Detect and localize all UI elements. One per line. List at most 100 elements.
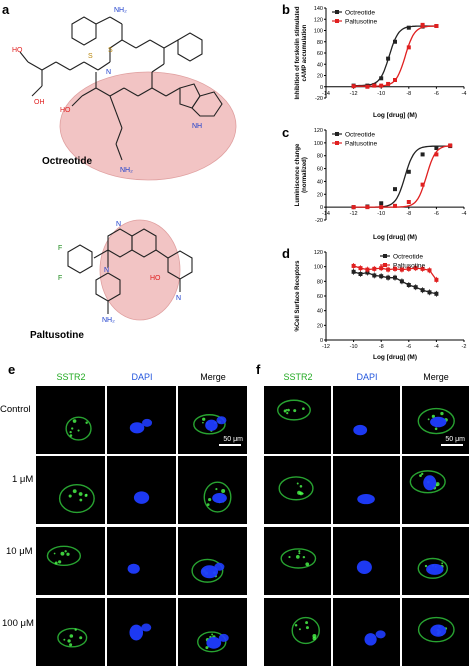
legend-marker <box>383 254 387 258</box>
cell-membrane <box>280 548 317 569</box>
nucleus <box>129 422 145 434</box>
sstr2-puncta <box>69 643 73 647</box>
nucleus <box>133 491 150 504</box>
legend-marker <box>335 19 339 23</box>
sstr2-puncta <box>79 498 83 502</box>
scale-bar-label: 50 μm <box>445 436 465 443</box>
paltusotine-atoms: N F F N NH₂ HO N <box>58 221 181 324</box>
svg-text:NH₂: NH₂ <box>120 167 133 174</box>
data-point <box>406 169 411 174</box>
micrograph-merge-row2 <box>402 456 469 524</box>
y-axis-label: cAMP accumulation <box>302 24 308 81</box>
data-point <box>358 272 363 276</box>
chart-b: -20 0 20 40 60 80 100 120 140 -14 -12 -10 -8 -6 -4 Log … <box>295 6 466 119</box>
sstr2-puncta <box>294 624 298 627</box>
y-tick-label: 80 <box>317 154 323 160</box>
sstr2-puncta <box>441 562 444 565</box>
cell-membrane <box>409 470 446 494</box>
x-tick-label: -10 <box>377 91 385 97</box>
nucleus <box>200 565 219 579</box>
data-point <box>393 39 397 44</box>
micrograph-dapi-row4 <box>107 598 176 666</box>
svg-text:S: S <box>88 53 93 60</box>
sstr2-puncta <box>298 550 301 553</box>
sstr2-puncta <box>69 634 74 638</box>
cell-membrane <box>278 476 314 501</box>
sstr2-puncta <box>78 492 83 496</box>
svg-text:N: N <box>106 69 111 76</box>
y-tick-label: 0 <box>320 338 323 344</box>
sstr2-puncta <box>305 626 309 630</box>
sstr2-puncta <box>58 560 62 564</box>
data-point <box>406 266 411 271</box>
x-axis-label: Log [drug] (M) <box>373 354 417 361</box>
micrograph-merge-row4 <box>178 598 247 666</box>
sstr2-puncta <box>427 418 430 421</box>
svg-text:F: F <box>58 275 62 282</box>
y-tick-label: 120 <box>314 128 323 134</box>
data-point <box>351 269 356 274</box>
sstr2-puncta <box>312 636 316 641</box>
data-point <box>420 22 425 27</box>
micrograph-merge-row4 <box>402 598 469 666</box>
data-point <box>393 187 397 192</box>
cell-membrane <box>58 483 95 514</box>
octreotide-structure <box>19 16 223 161</box>
y-tick-label: 40 <box>317 62 323 68</box>
micrograph-sstr2-row3 <box>264 527 331 595</box>
y-tick-label: 120 <box>314 250 323 256</box>
panel-e: SSTR2 DAPI Merge Control 1 μM 10 μM 100 … <box>0 366 256 671</box>
sstr2-puncta <box>74 628 77 631</box>
panel-letter-a: a <box>2 2 10 17</box>
nucleus <box>141 623 152 632</box>
sstr2-puncta <box>215 488 218 491</box>
svg-text:S: S <box>108 47 113 54</box>
paltusotine-structure <box>67 228 193 314</box>
nucleus <box>430 624 447 637</box>
cell-membrane <box>57 627 88 648</box>
sstr2-puncta <box>299 492 302 495</box>
svg-text:F: F <box>58 245 62 252</box>
y-tick-label: 0 <box>320 205 323 211</box>
series-line-1 <box>353 25 437 87</box>
data-point <box>358 266 363 271</box>
micrograph-sstr2-row2 <box>264 456 331 524</box>
cell-membrane <box>191 558 224 583</box>
scale-bar-label: 50 μm <box>223 436 243 443</box>
data-point <box>386 267 391 272</box>
sstr2-puncta <box>434 427 438 431</box>
y-tick-label: 60 <box>317 51 323 57</box>
sstr2-puncta <box>305 562 310 567</box>
cell-membrane <box>197 631 227 653</box>
col-header-merge: Merge <box>200 372 226 382</box>
x-tick-label: -8 <box>406 211 411 217</box>
x-tick-label: -8 <box>406 91 411 97</box>
x-tick-label: -6 <box>434 211 439 217</box>
micrograph-sstr2-row4 <box>36 598 105 666</box>
legend-marker <box>335 10 339 14</box>
micrograph-sstr2-row1 <box>264 386 331 454</box>
data-point <box>379 274 384 279</box>
sstr2-puncta <box>286 412 289 415</box>
y-axis-label: %Cell Surface Receptors <box>295 260 301 332</box>
sstr2-puncta <box>71 427 74 430</box>
sstr2-puncta <box>85 421 88 425</box>
micrograph-merge-row2 <box>178 456 247 524</box>
x-tick-label: -12 <box>322 344 330 350</box>
data-point <box>448 143 453 148</box>
cell-membrane <box>203 481 232 513</box>
legend-label: Paltusotine <box>345 141 378 148</box>
sstr2-puncta <box>298 628 301 631</box>
sstr2-puncta <box>288 555 291 559</box>
row-label-10um: 10 μM <box>6 546 33 557</box>
nucleus <box>353 424 368 436</box>
data-point <box>386 81 391 86</box>
nucleus <box>364 633 377 646</box>
sstr2-puncta <box>431 414 435 419</box>
svg-text:NH: NH <box>192 123 202 130</box>
micrograph-dapi-row1 <box>333 386 400 454</box>
micrograph-sstr2-row2 <box>36 456 105 524</box>
svg-text:HO: HO <box>12 47 23 54</box>
sstr2-puncta <box>77 429 80 432</box>
cell-membrane <box>417 616 455 643</box>
